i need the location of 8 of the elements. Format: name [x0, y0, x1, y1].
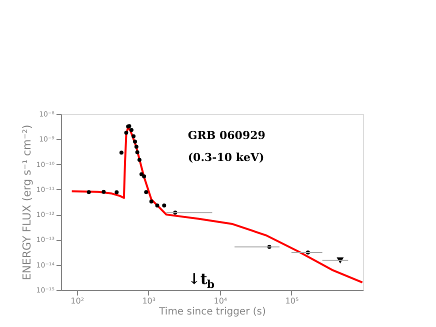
x-tick-label: 10³: [142, 296, 156, 306]
y-axis-title: ENERGY FLUX (erg s⁻¹ cm⁻²): [20, 124, 34, 280]
annotation: GRB 060929: [188, 129, 266, 142]
annotation: (0.3-10 keV): [188, 151, 264, 164]
x-tick-label: 10⁵: [285, 296, 299, 306]
x-axis-title: Time since trigger (s): [158, 306, 266, 318]
x-tick-label: 10²: [70, 296, 84, 306]
x-tick-label: 10⁴: [214, 296, 228, 306]
